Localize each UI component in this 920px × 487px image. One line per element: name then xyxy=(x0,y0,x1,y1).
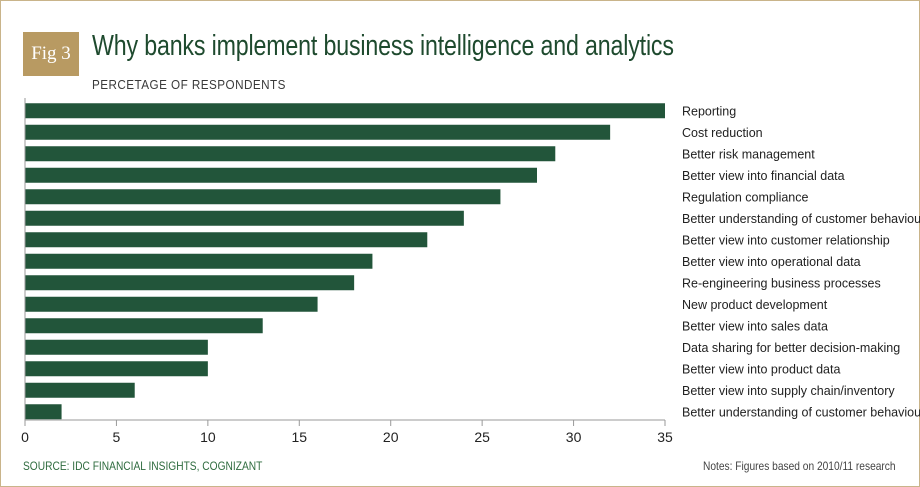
chart-subtitle: PERCETAGE OF RESPONDENTS xyxy=(92,77,286,92)
category-label: Better view into sales data xyxy=(682,319,828,333)
figure-badge: Fig 3 xyxy=(23,32,79,76)
x-tick-label: 0 xyxy=(21,429,29,445)
category-label: Reporting xyxy=(682,104,736,118)
category-label: Cost reduction xyxy=(682,126,763,140)
chart-title: Why banks implement business intelligenc… xyxy=(92,30,674,62)
bar xyxy=(25,339,208,355)
bar xyxy=(25,232,428,248)
bar xyxy=(25,318,263,334)
research-notes: Notes: Figures based on 2010/11 research xyxy=(703,459,896,473)
category-label: Better risk management xyxy=(682,147,815,161)
category-label: Better understanding of customer behavio… xyxy=(682,212,920,226)
x-tick-label: 5 xyxy=(113,429,121,445)
category-label: Better understanding of customer behavio… xyxy=(682,405,920,419)
x-tick-label: 15 xyxy=(291,429,307,445)
source-note: SOURCE: IDC FINANCIAL INSIGHTS, COGNIZAN… xyxy=(23,459,263,473)
bar xyxy=(25,103,665,119)
category-label: Better view into operational data xyxy=(682,255,861,269)
bar xyxy=(25,382,135,398)
category-label: Data sharing for better decision-making xyxy=(682,341,900,355)
x-tick-label: 35 xyxy=(657,429,673,445)
x-tick-label: 10 xyxy=(200,429,216,445)
bar xyxy=(25,275,355,291)
bar xyxy=(25,146,556,162)
bar xyxy=(25,296,318,312)
category-label: New product development xyxy=(682,298,828,312)
x-tick-label: 25 xyxy=(474,429,490,445)
category-label: Re-engineering business processes xyxy=(682,276,881,290)
bar xyxy=(25,361,208,377)
category-label: Better view into product data xyxy=(682,362,840,376)
bar xyxy=(25,167,537,183)
category-label: Better view into supply chain/inventory xyxy=(682,384,895,398)
bar xyxy=(25,189,501,205)
category-label: Better view into financial data xyxy=(682,169,845,183)
x-tick-label: 30 xyxy=(566,429,582,445)
bar xyxy=(25,404,62,420)
category-label: Regulation compliance xyxy=(682,190,809,204)
bar xyxy=(25,124,611,140)
bar xyxy=(25,253,373,269)
bar xyxy=(25,210,464,226)
category-label: Better view into customer relationship xyxy=(682,233,890,247)
x-tick-label: 20 xyxy=(383,429,399,445)
